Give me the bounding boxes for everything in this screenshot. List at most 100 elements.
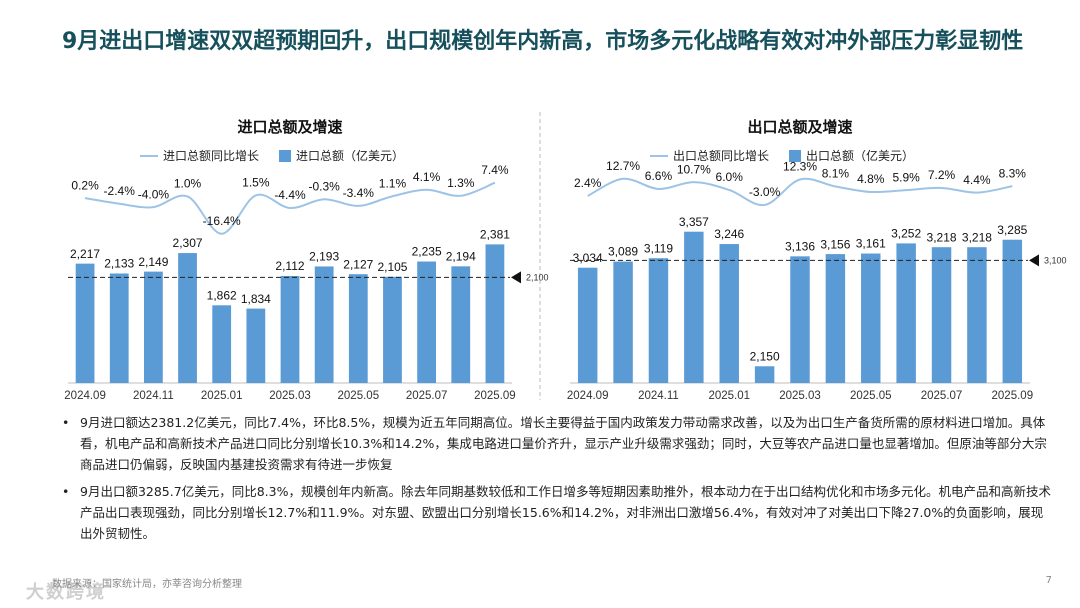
legend-label: 进口总额同比增长 [163,149,259,163]
bar [246,308,266,383]
line-value-label: -3.0% [749,185,781,199]
legend-label: 进口总额（亿美元） [296,148,404,163]
line-value-label: 4.1% [413,170,441,184]
reference-label: 3,100 [1044,256,1067,266]
x-tick-label: 2024.11 [133,390,174,402]
bar [75,263,95,383]
bar [383,276,402,383]
bar [280,275,300,383]
x-tick-label: 2025.07 [406,390,448,402]
line-value-label: 7.4% [481,163,509,177]
bar [754,366,775,383]
x-tick-label: 2025.09 [474,390,516,402]
bullet: 9月进口额达2381.2亿美元，同比7.4%，环比8.5%，规模为近五年同期高位… [62,412,1052,475]
page-number: 7 [1045,575,1052,586]
bar [613,261,633,383]
line-value-label: -16.4% [203,214,241,228]
bullet: 9月出口额3285.7亿美元，同比8.3%，规模创年内新高。除去年同期基数较低和… [62,481,1052,544]
bar-value-label: 3,218 [962,230,992,244]
bar [348,274,368,383]
line-value-label: 4.4% [963,173,991,187]
bar [896,243,916,383]
x-tick-label: 2025.03 [269,390,311,402]
bar [577,267,598,383]
bar-value-label: 3,089 [608,245,638,259]
bar-value-label: 3,161 [856,237,886,251]
bar-value-label: 2,381 [480,228,510,242]
x-tick-label: 2025.07 [921,390,963,402]
bar-value-label: 3,156 [820,237,850,251]
reference-marker [511,271,521,284]
line-value-label: 8.1% [822,167,850,181]
bar-value-label: 2,105 [377,260,407,274]
bar [143,271,163,383]
bar [212,305,232,383]
line-value-label: 5.9% [892,170,920,184]
line-value-label: 10.7% [677,162,711,176]
bar-value-label: 3,218 [927,230,957,244]
line-value-label: -2.4% [104,184,136,198]
bar-value-label: 2,194 [446,250,476,264]
legend-label: 出口总额同比增长 [673,149,769,163]
line-series [84,181,496,235]
line-value-label: 4.8% [857,172,885,186]
x-tick-label: 2024.11 [638,390,679,402]
x-tick-label: 2024.09 [567,390,609,402]
watermark: 大数跨境 [26,582,106,603]
x-tick-label: 2025.05 [338,390,380,402]
bar [451,266,471,383]
line-value-label: 1.5% [242,176,270,190]
bar-value-label: 2,235 [412,245,442,259]
bar [178,253,197,383]
bar-value-label: 2,133 [104,257,134,271]
bar-value-label: 3,357 [679,215,709,229]
source-note: 数据来源：国家统计局，亦莘咨询分析整理 [52,579,242,590]
bar-value-label: 2,112 [275,259,304,273]
chart-title: 进口总额及增速 [237,118,342,136]
line-value-label: 6.6% [645,169,673,183]
x-tick-label: 2025.09 [992,390,1034,402]
bar [861,253,881,383]
bar-value-label: 2,150 [750,349,780,363]
line-value-label: 6.0% [716,170,744,184]
line-value-label: -0.3% [308,179,340,193]
line-value-label: -4.4% [274,188,306,202]
line-value-label: -3.4% [343,186,375,200]
bar-value-label: 2,127 [343,257,373,271]
line-value-label: 1.3% [447,176,475,190]
reference-label: 2,100 [526,273,549,283]
reference-marker [1029,254,1039,267]
x-tick-label: 2025.01 [201,390,243,402]
line-value-label: 2.4% [574,176,602,190]
bar-value-label: 1,862 [207,288,237,302]
x-tick-label: 2025.03 [779,390,821,402]
bar-value-label: 3,246 [714,227,744,241]
legend-swatch [789,150,802,162]
bar [1002,239,1023,383]
bar-value-label: 3,285 [997,223,1027,237]
line-value-label: 8.3% [999,166,1027,180]
line-value-label: -4.0% [138,187,170,201]
x-tick-label: 2025.05 [850,390,892,402]
bar-value-label: 3,034 [573,251,603,265]
bar-value-label: 3,136 [785,240,815,254]
bar [417,261,437,383]
line-value-label: 7.2% [928,168,956,182]
line-series [587,177,1013,206]
bullet-list: 9月进口额达2381.2亿美元，同比7.4%，环比8.5%，规模为近五年同期高位… [62,412,1052,550]
bar [719,244,739,383]
bar [648,258,669,383]
bar [931,247,952,383]
bar [485,244,505,383]
bar [825,254,846,383]
bar [684,231,704,383]
line-value-label: 0.2% [71,178,99,192]
bar-value-label: 2,193 [309,250,339,264]
chart-title: 出口总额及增速 [747,118,852,136]
line-value-label: 12.3% [783,160,817,174]
legend-swatch [279,150,292,162]
bar-value-label: 2,307 [173,236,203,250]
bar-value-label: 3,119 [644,241,673,255]
line-value-label: 1.1% [379,176,407,190]
